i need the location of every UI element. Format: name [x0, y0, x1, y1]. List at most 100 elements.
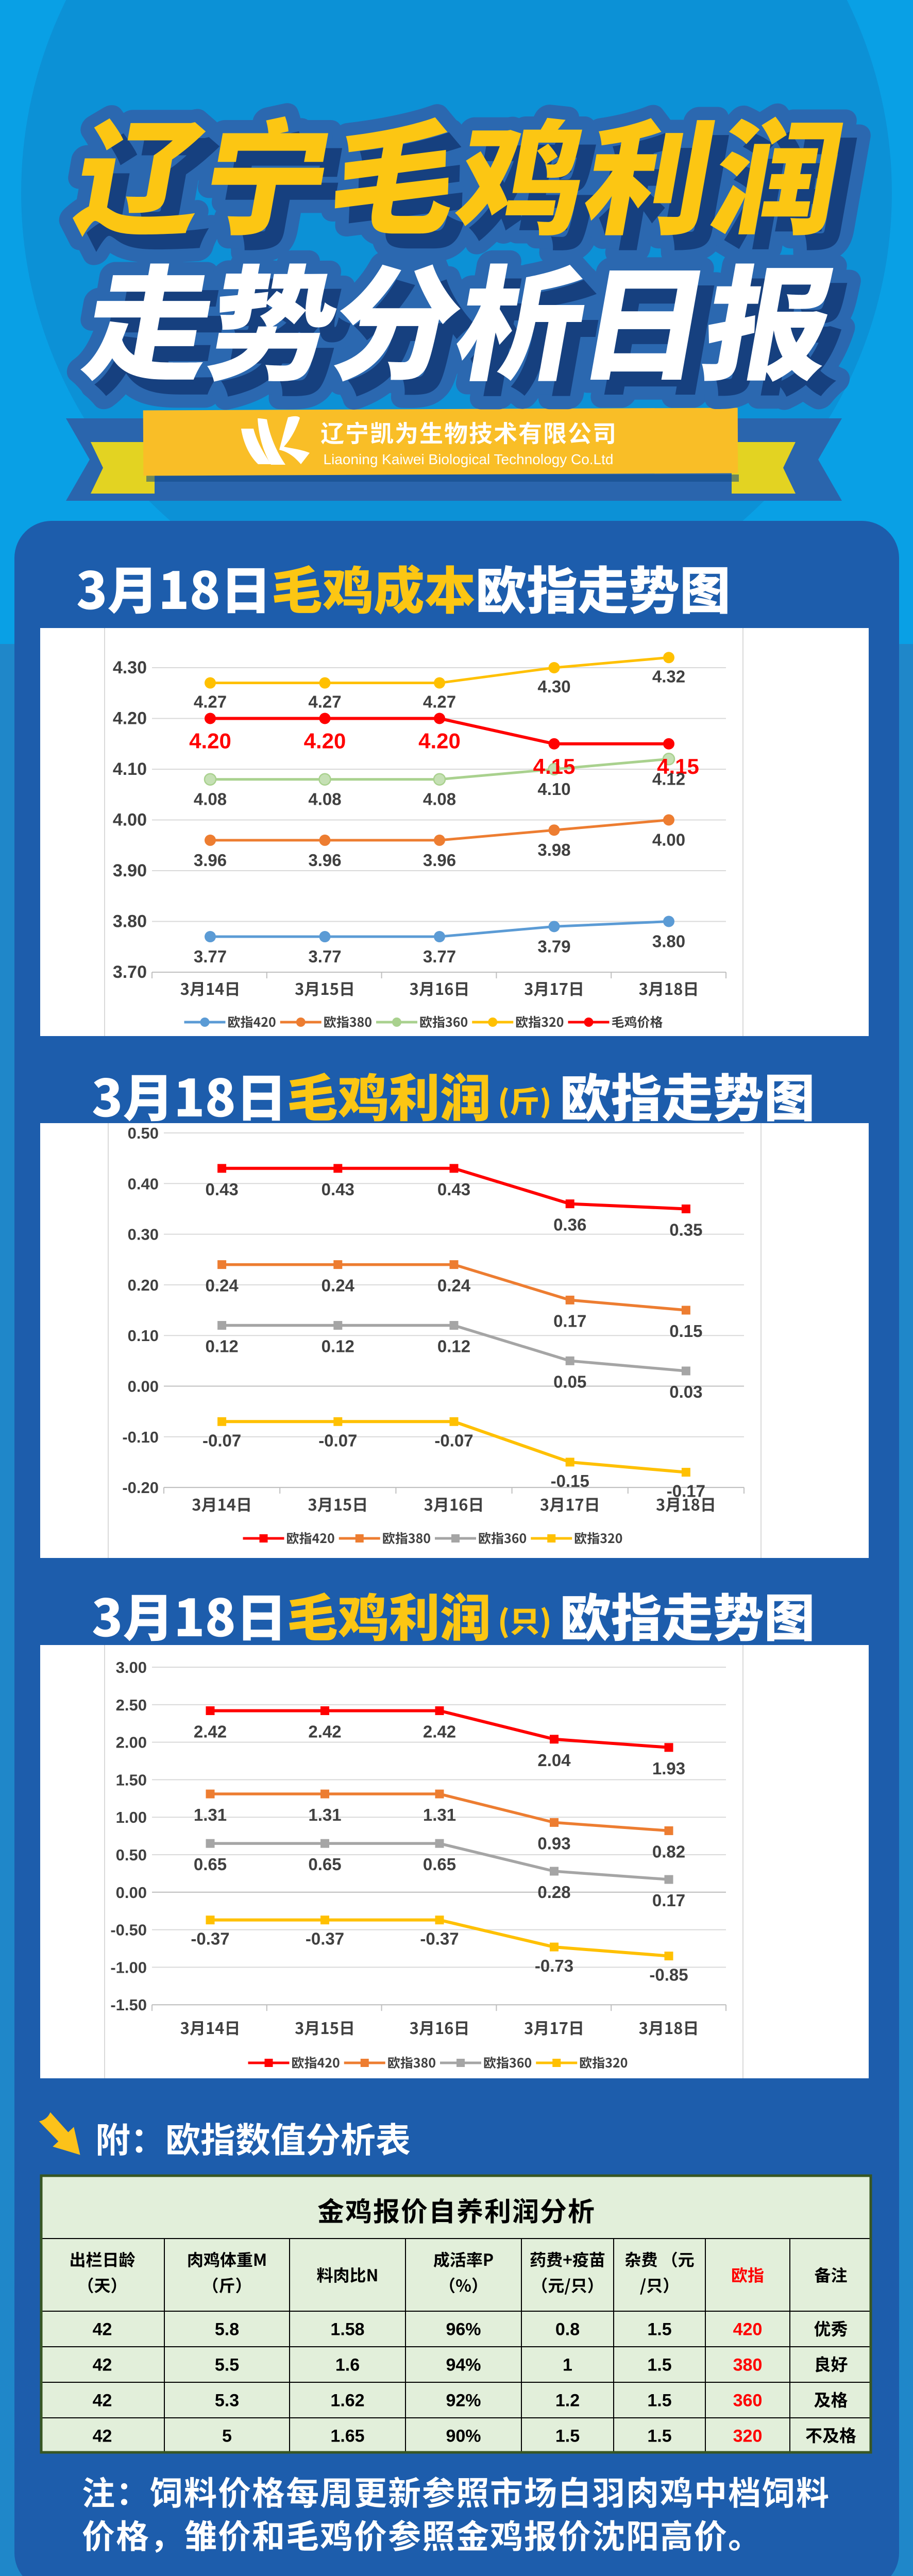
svg-text:4.27: 4.27 — [308, 692, 341, 711]
svg-text:4.08: 4.08 — [308, 790, 341, 809]
svg-text:-1.50: -1.50 — [110, 1996, 147, 2014]
svg-text:4.15: 4.15 — [533, 754, 576, 778]
svg-text:3.77: 3.77 — [423, 947, 456, 966]
svg-text:0.12: 0.12 — [437, 1337, 470, 1356]
svg-text:1.58: 1.58 — [330, 2320, 364, 2340]
svg-text:92%: 92% — [446, 2391, 481, 2411]
svg-text:4.30: 4.30 — [113, 658, 147, 677]
svg-text:1.5: 1.5 — [647, 2355, 671, 2375]
svg-text:4.20: 4.20 — [189, 729, 231, 753]
svg-text:3.77: 3.77 — [308, 947, 341, 966]
svg-text:4.00: 4.00 — [113, 810, 147, 830]
svg-text:4.10: 4.10 — [113, 759, 147, 779]
svg-text:0.10: 0.10 — [128, 1327, 159, 1345]
svg-text:0.43: 0.43 — [322, 1180, 354, 1199]
svg-text:2.42: 2.42 — [423, 1722, 456, 1741]
svg-text:0.65: 0.65 — [423, 1855, 456, 1874]
svg-text:4.27: 4.27 — [194, 692, 227, 711]
svg-text:3.00: 3.00 — [116, 1658, 147, 1676]
svg-text:4.20: 4.20 — [113, 709, 147, 728]
svg-text:2.04: 2.04 — [537, 1751, 571, 1770]
svg-text:0.24: 0.24 — [437, 1276, 471, 1295]
svg-text:0.36: 0.36 — [553, 1215, 586, 1234]
svg-text:5: 5 — [222, 2427, 232, 2446]
svg-text:0.65: 0.65 — [194, 1855, 227, 1874]
svg-text:-0.37: -0.37 — [420, 1929, 459, 1948]
svg-text:0.17: 0.17 — [652, 1891, 685, 1910]
svg-text:0.00: 0.00 — [116, 1884, 147, 1902]
svg-text:4.00: 4.00 — [652, 831, 685, 850]
svg-text:-0.85: -0.85 — [649, 1965, 688, 1985]
svg-text:3.96: 3.96 — [423, 851, 456, 870]
svg-text:Liaoning Kaiwei Biological Tec: Liaoning Kaiwei Biological Technology Co… — [324, 451, 614, 467]
svg-text:96%: 96% — [446, 2320, 481, 2340]
svg-text:380: 380 — [733, 2355, 763, 2375]
svg-text:0.17: 0.17 — [553, 1311, 586, 1330]
svg-text:0.82: 0.82 — [652, 1842, 685, 1861]
svg-text:-0.17: -0.17 — [667, 1482, 705, 1501]
svg-text:0.40: 0.40 — [128, 1175, 159, 1193]
svg-text:4.12: 4.12 — [652, 769, 685, 788]
svg-text:1.93: 1.93 — [652, 1759, 685, 1778]
svg-text:320: 320 — [733, 2427, 763, 2446]
svg-text:42: 42 — [93, 2355, 112, 2375]
svg-text:-0.37: -0.37 — [191, 1929, 229, 1948]
svg-text:0.05: 0.05 — [553, 1372, 586, 1391]
svg-text:5.8: 5.8 — [215, 2320, 239, 2340]
svg-text:1.62: 1.62 — [330, 2391, 364, 2411]
svg-text:1.6: 1.6 — [335, 2355, 360, 2375]
svg-text:3.70: 3.70 — [113, 962, 147, 982]
svg-text:42: 42 — [93, 2320, 112, 2340]
svg-text:5.5: 5.5 — [215, 2355, 239, 2375]
svg-text:2.00: 2.00 — [116, 1734, 147, 1752]
svg-text:0.50: 0.50 — [128, 1124, 159, 1142]
svg-text:4.08: 4.08 — [194, 790, 227, 809]
svg-text:0.24: 0.24 — [322, 1276, 355, 1295]
svg-text:1.65: 1.65 — [330, 2427, 364, 2446]
svg-text:0.50: 0.50 — [116, 1846, 147, 1864]
svg-text:0.43: 0.43 — [205, 1180, 238, 1199]
svg-text:2.42: 2.42 — [308, 1722, 341, 1741]
svg-text:0.8: 0.8 — [555, 2320, 580, 2340]
svg-text:1.5: 1.5 — [647, 2391, 671, 2411]
svg-text:420: 420 — [733, 2320, 763, 2340]
svg-text:-0.50: -0.50 — [110, 1921, 147, 1939]
svg-text:0.93: 0.93 — [537, 1834, 570, 1853]
svg-text:1.31: 1.31 — [308, 1805, 341, 1824]
svg-text:-0.07: -0.07 — [318, 1431, 357, 1450]
svg-text:-0.07: -0.07 — [434, 1431, 473, 1450]
svg-text:1.5: 1.5 — [647, 2320, 671, 2340]
svg-text:4.30: 4.30 — [537, 677, 570, 696]
svg-text:0.03: 0.03 — [669, 1382, 702, 1401]
svg-text:3.98: 3.98 — [537, 840, 570, 859]
svg-text:0.24: 0.24 — [205, 1276, 239, 1295]
svg-text:3.96: 3.96 — [308, 851, 341, 870]
svg-text:0.35: 0.35 — [669, 1220, 702, 1239]
svg-text:-0.20: -0.20 — [122, 1479, 159, 1497]
svg-text:42: 42 — [93, 2427, 112, 2446]
svg-text:42: 42 — [93, 2391, 112, 2411]
svg-text:1.5: 1.5 — [555, 2427, 580, 2446]
svg-text:1.5: 1.5 — [647, 2427, 671, 2446]
svg-text:-0.37: -0.37 — [306, 1929, 344, 1948]
svg-text:-0.15: -0.15 — [551, 1471, 589, 1490]
svg-text:1: 1 — [563, 2355, 572, 2375]
svg-text:3.80: 3.80 — [113, 912, 147, 931]
svg-text:90%: 90% — [446, 2427, 481, 2446]
svg-text:0.65: 0.65 — [308, 1855, 341, 1874]
svg-text:0.12: 0.12 — [322, 1337, 354, 1356]
svg-text:0.43: 0.43 — [437, 1180, 470, 1199]
svg-text:4.27: 4.27 — [423, 692, 456, 711]
svg-text:1.50: 1.50 — [116, 1771, 147, 1789]
svg-text:360: 360 — [733, 2391, 763, 2411]
svg-text:1.31: 1.31 — [194, 1805, 227, 1824]
svg-text:4.08: 4.08 — [423, 790, 456, 809]
svg-text:94%: 94% — [446, 2355, 481, 2375]
svg-text:3.96: 3.96 — [194, 851, 227, 870]
svg-text:3.77: 3.77 — [194, 947, 227, 966]
svg-text:0.28: 0.28 — [537, 1883, 570, 1902]
svg-text:4.20: 4.20 — [418, 729, 461, 753]
svg-text:3.79: 3.79 — [537, 937, 570, 956]
svg-text:3.90: 3.90 — [113, 861, 147, 880]
svg-text:4.20: 4.20 — [304, 729, 346, 753]
